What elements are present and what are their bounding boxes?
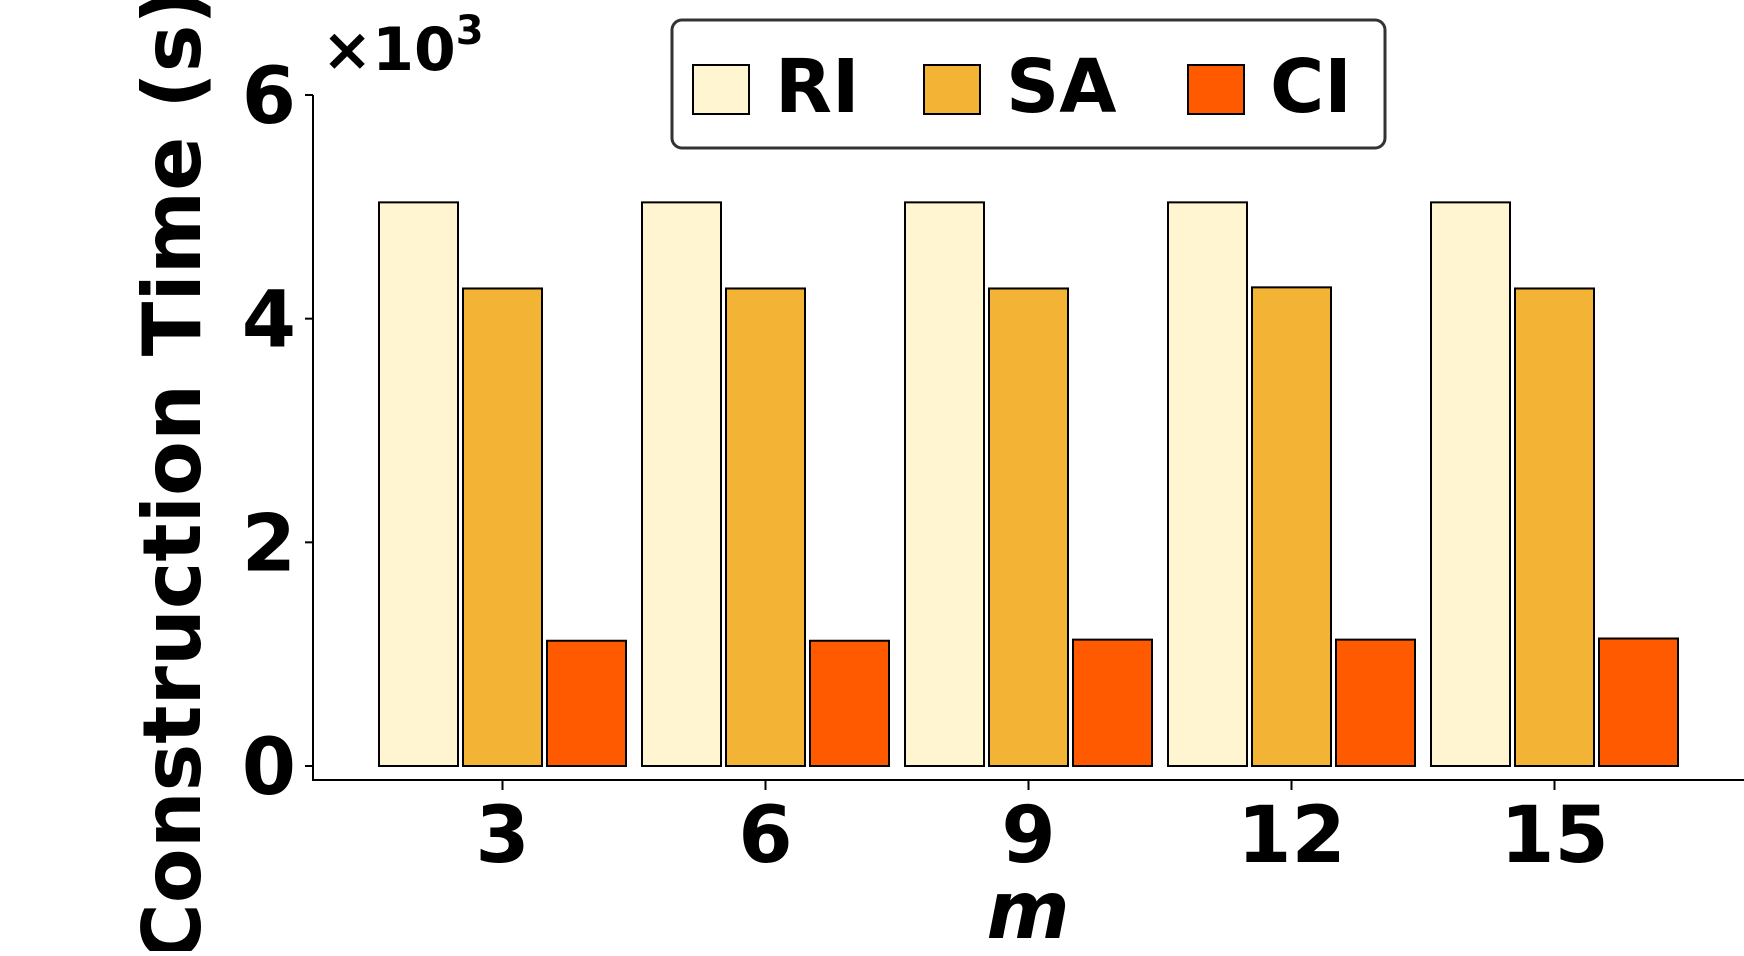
x-axis-title: m bbox=[986, 864, 1069, 951]
legend: RI SA CI bbox=[670, 18, 1387, 150]
x-tick-label: 6 bbox=[738, 791, 792, 881]
x-tick-label: 15 bbox=[1500, 791, 1609, 881]
x-tick-label: 9 bbox=[1001, 791, 1055, 881]
y-tick-label: 2 bbox=[242, 499, 296, 589]
legend-items: RI SA CI bbox=[692, 44, 1352, 130]
bar-ci-9 bbox=[1072, 638, 1153, 768]
x-tick-label: 12 bbox=[1237, 791, 1346, 881]
y-tick-label: 0 bbox=[242, 723, 296, 813]
bar-sa-15 bbox=[1514, 287, 1595, 767]
legend-swatch-ci bbox=[1187, 64, 1245, 115]
y-ticks: 0 2 4 6 bbox=[242, 52, 313, 813]
y-tick-label: 6 bbox=[242, 52, 296, 142]
bar-ri-6 bbox=[641, 201, 722, 768]
legend-swatch-ri bbox=[692, 64, 750, 115]
bar-sa-3 bbox=[462, 287, 543, 767]
y-axis-title: Construction Time (s) bbox=[126, 0, 219, 951]
bar-sa-6 bbox=[725, 287, 806, 767]
legend-frame bbox=[670, 18, 1387, 150]
legend-label-sa: SA bbox=[1006, 44, 1117, 130]
legend-label-ri: RI bbox=[775, 44, 860, 130]
y-tick-label: 4 bbox=[242, 276, 296, 366]
bar-ci-12 bbox=[1335, 638, 1416, 768]
bar-ci-15 bbox=[1598, 637, 1679, 768]
y-axis-multiplier: ×103 bbox=[322, 8, 484, 85]
x-tick-label: 3 bbox=[475, 791, 529, 881]
legend-swatch-sa bbox=[923, 64, 981, 115]
y-axis-multiplier-exponent: 3 bbox=[456, 8, 484, 54]
bar-ri-3 bbox=[378, 201, 459, 768]
bar-sa-12 bbox=[1251, 286, 1332, 767]
legend-label-ci: CI bbox=[1270, 44, 1352, 130]
bar-ri-12 bbox=[1167, 201, 1248, 768]
bar-ri-15 bbox=[1430, 201, 1511, 768]
bars-layer bbox=[378, 201, 1679, 768]
x-ticks: 3 6 9 12 15 bbox=[475, 780, 1609, 881]
bar-sa-9 bbox=[988, 287, 1069, 767]
bar-ci-6 bbox=[809, 639, 890, 767]
bar-ri-9 bbox=[904, 201, 985, 768]
y-axis-multiplier-base: ×10 bbox=[322, 15, 456, 85]
bar-ci-3 bbox=[546, 639, 627, 767]
